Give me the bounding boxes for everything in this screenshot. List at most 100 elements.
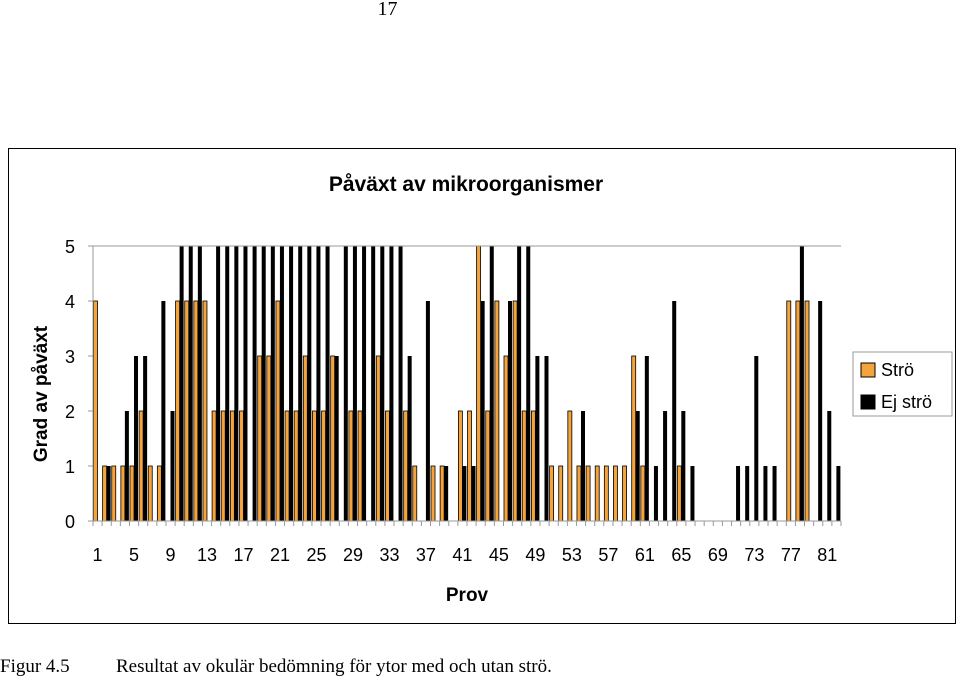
bar-ej-stro-37	[425, 301, 430, 521]
bar-ej-stro-74	[763, 466, 768, 521]
bar-ej-stro-12	[197, 246, 202, 521]
chart-title: Påväxt av mikroorganismer	[329, 173, 603, 196]
figure-caption: Resultat av okulär bedömning för ytor me…	[116, 656, 552, 677]
bar-ej-stro-39	[444, 466, 449, 521]
bar-stro-44	[485, 410, 491, 522]
bar-stro-17	[239, 410, 244, 522]
bar-stro-58	[613, 465, 618, 522]
bar-stro-11	[184, 300, 190, 522]
bar-ej-stro-34	[398, 246, 403, 521]
x-ticks-group: 1 5 9 13 17 21 25 29 33 37 41 45 49 53 57 61 65 69 73 77 81	[93, 545, 838, 565]
x-tick-label: 81	[817, 545, 837, 565]
x-tick-label: 9	[166, 545, 176, 565]
x-tick-label: 33	[379, 545, 399, 565]
legend-swatch-stro	[860, 362, 876, 378]
bar-ej-stro-72	[745, 466, 750, 521]
bar-stro-59	[622, 465, 627, 522]
bar-stro-15	[220, 410, 226, 522]
y-tick-label: 3	[65, 347, 75, 367]
bar-ej-stro-44	[489, 246, 494, 521]
bar-stro-56	[594, 465, 600, 522]
y-tick-label: 4	[65, 292, 75, 312]
x-tick-label: 45	[489, 545, 509, 565]
x-tick-label: 77	[781, 545, 801, 565]
bar-stro-39	[439, 465, 445, 522]
bar-stro-46	[503, 355, 509, 522]
bar-stro-60	[631, 355, 637, 522]
bar-ej-stro-75	[772, 466, 777, 521]
bar-ej-stro-65	[681, 411, 686, 521]
x-tick-label: 13	[197, 545, 217, 565]
x-tick-label: 25	[306, 545, 326, 565]
bar-stro-36	[412, 465, 418, 522]
bar-ej-stro-14	[216, 246, 221, 521]
bar-ej-stro-48	[526, 246, 531, 521]
x-tick-label: 53	[562, 545, 582, 565]
bar-ej-stro-46	[508, 301, 513, 521]
y-tick-label: 0	[65, 512, 75, 532]
bar-stro-7	[147, 465, 153, 522]
bar-stro-51	[549, 465, 555, 522]
bar-stro-2	[102, 465, 108, 522]
bars-group	[93, 245, 841, 522]
bar-ej-stro-5	[134, 356, 139, 521]
x-tick-label: 61	[635, 545, 655, 565]
bar-stro-54	[576, 465, 582, 522]
bar-stro-16	[229, 410, 235, 522]
y-tick-label: 2	[65, 402, 75, 422]
bar-ej-stro-16	[234, 246, 239, 521]
bar-ej-stro-62	[653, 466, 658, 521]
x-tick-label: 37	[416, 545, 436, 565]
bar-stro-33	[384, 410, 390, 522]
y-ticks-group: 0 1 2 3 4 5	[65, 237, 93, 532]
bar-ej-stro-54	[580, 411, 585, 521]
bar-stro-55	[585, 465, 591, 522]
bar-ej-stro-47	[517, 246, 522, 521]
bar-stro-29	[348, 410, 354, 522]
bar-stro-52	[558, 465, 564, 522]
bar-stro-26	[321, 410, 326, 522]
bar-stro-32	[375, 355, 381, 522]
bar-ej-stro-4	[124, 411, 129, 521]
bar-stro-13	[202, 300, 208, 522]
bar-stro-77	[786, 300, 792, 522]
x-tick-label: 65	[671, 545, 691, 565]
y-tick-label: 1	[65, 457, 75, 477]
bar-ej-stro-9	[170, 411, 175, 521]
bar-ej-stro-80	[818, 301, 823, 521]
bar-ej-stro-30	[362, 246, 367, 521]
bar-stro-23	[293, 410, 299, 522]
bar-ej-stro-11	[188, 246, 193, 521]
x-tick-label: 21	[270, 545, 290, 565]
bar-stro-20	[266, 355, 272, 522]
bar-stro-48	[521, 410, 527, 522]
x-tick-label: 29	[343, 545, 363, 565]
bar-stro-41	[457, 410, 463, 522]
bar-ej-stro-82	[836, 466, 841, 521]
bar-stro-6	[138, 410, 144, 522]
bar-ej-stro-6	[143, 356, 148, 521]
x-tick-label: 1	[93, 545, 103, 565]
bar-stro-12	[193, 300, 199, 522]
figure-label: Figur 4.5	[0, 656, 70, 677]
y-axis-title: Grad av påväxt	[31, 325, 52, 462]
bar-ej-stro-35	[407, 356, 412, 521]
bar-ej-stro-24	[307, 246, 312, 521]
bar-ej-stro-81	[827, 411, 832, 521]
bar-ej-stro-22	[289, 246, 294, 521]
bar-ej-stro-43	[480, 301, 485, 521]
bar-ej-stro-42	[471, 466, 476, 521]
x-axis-title: Prov	[446, 585, 489, 606]
bar-ej-stro-17	[243, 246, 248, 521]
bar-stro-30	[357, 410, 363, 522]
legend-label-ej-stro: Ej strö	[881, 392, 932, 412]
bar-stro-35	[403, 410, 409, 522]
bar-ej-stro-66	[690, 466, 695, 521]
x-tick-label: 73	[744, 545, 764, 565]
bar-chart: Påväxt av mikroorganismer Grad av påväxt…	[31, 173, 953, 606]
bar-ej-stro-31	[371, 246, 376, 521]
bar-ej-stro-21	[279, 246, 284, 521]
bar-stro-53	[567, 410, 573, 522]
legend-swatch-ej-stro	[860, 394, 876, 410]
bar-ej-stro-32	[380, 246, 385, 521]
